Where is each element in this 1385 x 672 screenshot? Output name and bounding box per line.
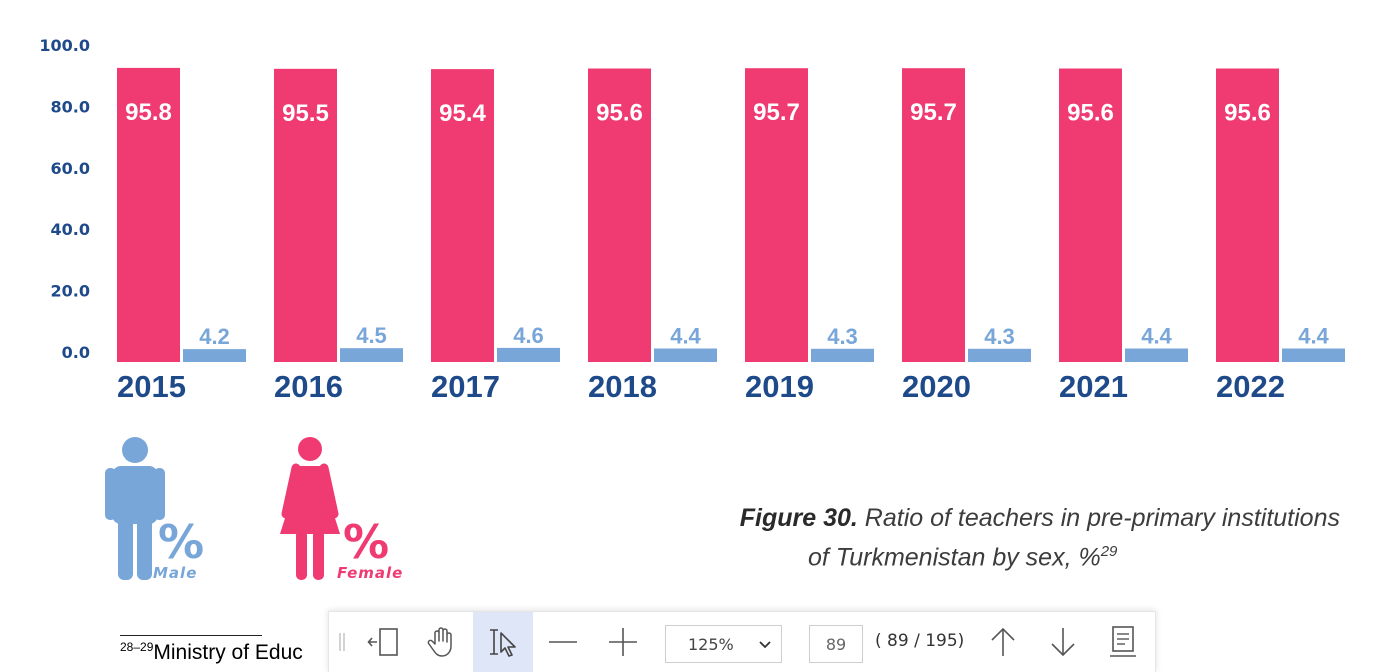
bar-male <box>497 347 560 362</box>
next-page-icon[interactable] <box>1041 612 1085 672</box>
male-legend-label: Male <box>153 564 198 582</box>
x-tick-label: 2022 <box>1216 369 1285 404</box>
female-legend-label: Female <box>337 564 404 582</box>
bar-male <box>968 348 1031 362</box>
bar-female <box>745 68 808 363</box>
data-label-female: 95.6 <box>1224 100 1271 127</box>
data-label-male: 4.3 <box>984 324 1015 349</box>
zoom-out-icon[interactable] <box>541 612 585 672</box>
bar-male <box>1282 348 1345 362</box>
data-label-female: 95.5 <box>282 100 329 127</box>
page-count: ( 89 / 195) <box>875 631 965 651</box>
data-label-female: 95.7 <box>753 99 800 126</box>
data-label-female: 95.8 <box>125 99 172 126</box>
data-label-male: 4.3 <box>827 324 858 349</box>
zoom-in-icon[interactable] <box>601 612 645 672</box>
x-tick-label: 2018 <box>588 369 657 404</box>
x-tick-label: 2017 <box>431 369 500 404</box>
footnote-text: Ministry of Educ <box>153 641 303 664</box>
x-tick-label: 2016 <box>274 369 343 404</box>
data-label-male: 4.5 <box>356 323 387 348</box>
bar-female <box>431 69 494 362</box>
caption-line-2: of Turkmenistan by sex, % <box>808 543 1101 572</box>
bar-male <box>654 348 717 362</box>
data-label-male: 4.4 <box>1298 323 1329 348</box>
male-person-icon <box>105 437 165 580</box>
data-label-male: 4.4 <box>670 323 701 348</box>
bar-chart: 100.0 80.0 60.0 40.0 20.0 0.0 95.8 4.2 2015 95.5 4… <box>39 36 1345 404</box>
bar-male <box>811 348 874 362</box>
previous-page-icon[interactable] <box>981 612 1025 672</box>
panel-toggle-icon[interactable] <box>359 612 409 672</box>
hand-tool-icon[interactable] <box>417 612 467 672</box>
footnote-rule <box>120 635 262 636</box>
y-tick-label: 100.0 <box>39 36 90 55</box>
bar-female <box>588 68 651 363</box>
bar-female <box>1059 68 1122 363</box>
y-tick-label: 80.0 <box>51 97 90 116</box>
data-label-male: 4.4 <box>1141 323 1172 348</box>
data-label-female: 95.6 <box>1067 100 1114 127</box>
data-label-female: 95.7 <box>910 99 957 126</box>
y-tick-label: 0.0 <box>62 343 90 362</box>
bar-male <box>1125 348 1188 362</box>
page-options-icon[interactable] <box>1101 612 1145 672</box>
x-tick-label: 2015 <box>117 369 186 404</box>
chevron-down-icon <box>759 641 771 649</box>
data-label-male: 4.2 <box>199 324 230 349</box>
bar-female <box>274 68 337 362</box>
footnote: 28–29Ministry of Educ <box>120 640 303 665</box>
y-tick-label: 20.0 <box>51 282 90 301</box>
bar-female <box>117 67 180 363</box>
pdf-toolbar: 125% 89 ( 89 / 195) <box>328 611 1156 672</box>
figure-caption: Figure 30. Ratio of teachers in pre-prim… <box>600 502 1340 574</box>
toolbar-grip[interactable] <box>335 612 349 672</box>
bar-male <box>340 348 403 362</box>
data-label-female: 95.6 <box>596 100 643 127</box>
female-person-icon <box>280 437 340 580</box>
bar-female <box>902 68 965 363</box>
page-number-value: 89 <box>825 634 847 654</box>
x-tick-label: 2020 <box>902 369 971 404</box>
data-label-male: 4.6 <box>513 323 544 348</box>
page-number-input[interactable]: 89 <box>809 625 863 663</box>
select-tool-icon[interactable] <box>473 612 533 672</box>
female-percent-symbol: % <box>343 515 390 569</box>
figure-number: Figure 30. <box>739 504 858 532</box>
bar-male <box>183 349 246 362</box>
x-tick-label: 2019 <box>745 369 814 404</box>
zoom-value: 125% <box>688 634 734 654</box>
zoom-select[interactable]: 125% <box>665 625 782 663</box>
male-percent-symbol: % <box>158 515 205 569</box>
bar-female <box>1216 68 1279 363</box>
footnote-ref: 28–29 <box>120 640 154 654</box>
data-label-female: 95.4 <box>439 100 486 127</box>
y-tick-label: 60.0 <box>51 159 90 178</box>
caption-footnote-ref: 29 <box>1100 543 1118 560</box>
caption-line-1: Ratio of teachers in pre-primary institu… <box>864 504 1340 532</box>
x-tick-label: 2021 <box>1059 369 1128 404</box>
y-tick-label: 40.0 <box>51 220 90 239</box>
